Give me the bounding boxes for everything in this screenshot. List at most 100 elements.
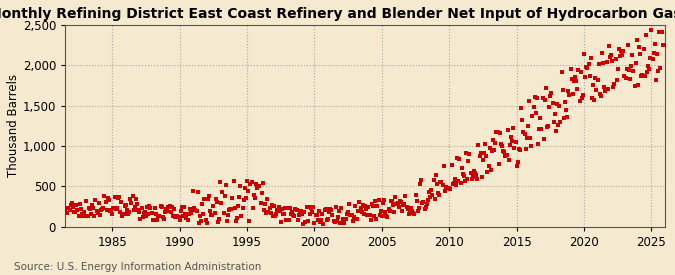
Point	[364, 213, 375, 218]
Point	[551, 129, 562, 133]
Point	[294, 211, 305, 216]
Point	[439, 189, 450, 193]
Point	[215, 180, 225, 185]
Point	[343, 209, 354, 214]
Point	[360, 207, 371, 211]
Point	[133, 208, 144, 212]
Point	[531, 111, 541, 116]
Point	[648, 51, 659, 56]
Point	[315, 220, 325, 224]
Point	[448, 182, 458, 186]
Point	[473, 143, 484, 148]
Point	[176, 209, 186, 213]
Point	[246, 180, 257, 184]
Point	[267, 203, 277, 208]
Point	[299, 209, 310, 214]
Point	[385, 199, 396, 204]
Point	[517, 118, 528, 123]
Point	[456, 166, 467, 170]
Point	[244, 219, 254, 223]
Point	[448, 181, 459, 185]
Point	[65, 202, 76, 207]
Point	[142, 205, 153, 209]
Point	[412, 209, 423, 213]
Point	[465, 170, 476, 175]
Point	[516, 106, 526, 110]
Point	[468, 169, 479, 173]
Point	[92, 211, 103, 216]
Point	[554, 104, 565, 108]
Point	[68, 205, 78, 209]
Point	[140, 210, 151, 214]
Point	[86, 203, 97, 208]
Point	[394, 199, 405, 203]
Point	[372, 204, 383, 208]
Point	[450, 177, 460, 181]
Point	[304, 212, 315, 216]
Point	[55, 202, 66, 206]
Point	[549, 112, 560, 116]
Point	[157, 205, 167, 209]
Point	[93, 201, 104, 206]
Point	[421, 205, 431, 209]
Point	[603, 44, 614, 49]
Point	[267, 214, 278, 218]
Point	[137, 215, 148, 219]
Point	[436, 180, 447, 184]
Point	[453, 179, 464, 183]
Point	[314, 209, 325, 213]
Point	[143, 212, 154, 216]
Point	[452, 155, 462, 160]
Point	[196, 202, 207, 206]
Point	[512, 160, 523, 164]
Point	[521, 136, 532, 141]
Point	[277, 212, 288, 216]
Point	[538, 137, 549, 141]
Point	[269, 204, 279, 209]
Point	[438, 164, 449, 168]
Point	[471, 173, 482, 178]
Point	[220, 183, 231, 187]
Point	[256, 191, 267, 196]
Point	[580, 75, 591, 79]
Point	[458, 173, 469, 178]
Point	[384, 209, 395, 213]
Point	[409, 212, 420, 216]
Point	[461, 151, 472, 155]
Point	[206, 213, 217, 218]
Point	[221, 219, 232, 223]
Point	[404, 212, 414, 216]
Point	[100, 199, 111, 204]
Point	[123, 212, 134, 216]
Point	[407, 209, 418, 213]
Point	[182, 217, 193, 222]
Point	[238, 197, 249, 202]
Point	[634, 45, 645, 49]
Point	[363, 204, 374, 209]
Point	[373, 198, 384, 203]
Point	[578, 93, 589, 97]
Point	[178, 214, 188, 219]
Point	[254, 184, 265, 189]
Point	[510, 140, 521, 145]
Point	[495, 142, 506, 146]
Point	[184, 212, 194, 216]
Point	[414, 206, 425, 210]
Point	[216, 200, 227, 205]
Point	[514, 147, 524, 151]
Point	[482, 170, 493, 174]
Point	[340, 216, 351, 221]
Point	[406, 205, 416, 210]
Point	[288, 213, 298, 217]
Point	[427, 193, 438, 197]
Point	[377, 214, 387, 219]
Point	[636, 74, 647, 78]
Point	[274, 209, 285, 213]
Point	[419, 207, 430, 211]
Point	[76, 212, 87, 216]
Point	[260, 201, 271, 206]
Point	[88, 205, 99, 210]
Point	[583, 61, 594, 66]
Point	[451, 183, 462, 187]
Point	[543, 124, 554, 128]
